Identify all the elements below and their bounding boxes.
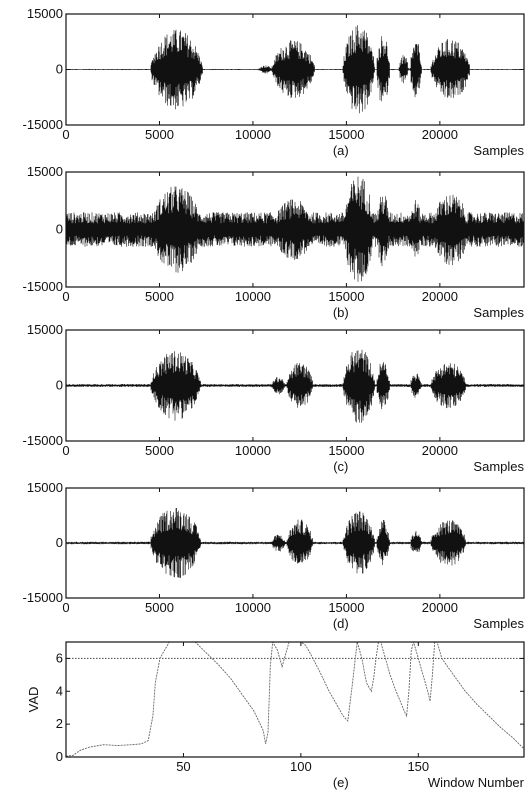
x-axis-label: Samples <box>473 459 524 474</box>
vad-curve <box>66 642 524 757</box>
y-tick-label: 0 <box>56 535 63 550</box>
y-tick-label: 6 <box>56 650 63 665</box>
x-tick-label: 5000 <box>145 127 174 142</box>
y-tick-label: 15000 <box>27 6 63 21</box>
x-tick-label: 20000 <box>422 289 458 304</box>
x-tick-label: 15000 <box>328 443 364 458</box>
x-tick-label: 50 <box>176 759 190 774</box>
x-axis-label: Window Number <box>428 775 525 790</box>
waveform-2 <box>66 176 524 282</box>
x-tick-label: 5000 <box>145 289 174 304</box>
x-tick-label: 15000 <box>328 600 364 615</box>
y-axis-label: VAD <box>26 687 41 713</box>
y-tick-label: -15000 <box>23 117 63 132</box>
x-tick-label: 15000 <box>328 289 364 304</box>
x-tick-label: 15000 <box>328 127 364 142</box>
x-tick-label: 10000 <box>235 127 271 142</box>
waveform-4 <box>66 508 524 579</box>
x-tick-label: 0 <box>62 127 69 142</box>
x-axis-label: Samples <box>473 143 524 158</box>
x-tick-label: 5000 <box>145 443 174 458</box>
x-tick-label: 0 <box>62 289 69 304</box>
y-tick-label: -15000 <box>23 590 63 605</box>
x-axis-label: Samples <box>473 616 524 631</box>
y-tick-label: 2 <box>56 716 63 731</box>
y-tick-label: 0 <box>56 749 63 764</box>
x-tick-label: 20000 <box>422 600 458 615</box>
y-tick-label: 4 <box>56 683 63 698</box>
y-tick-label: 0 <box>56 62 63 77</box>
y-tick-label: -15000 <box>23 433 63 448</box>
panel-label: (d) <box>333 616 349 631</box>
x-tick-label: 150 <box>407 759 429 774</box>
x-tick-label: 5000 <box>145 600 174 615</box>
y-tick-label: 15000 <box>27 164 63 179</box>
axes-frame-5 <box>65 641 525 758</box>
panel-label: (b) <box>333 305 349 320</box>
waveform-3 <box>66 349 524 423</box>
x-tick-label: 20000 <box>422 127 458 142</box>
x-tick-label: 100 <box>290 759 312 774</box>
y-tick-label: -15000 <box>23 279 63 294</box>
waveform-1 <box>66 25 524 114</box>
panel-label: (e) <box>333 775 349 790</box>
x-tick-label: 20000 <box>422 443 458 458</box>
y-tick-label: 0 <box>56 222 63 237</box>
y-tick-label: 15000 <box>27 322 63 337</box>
x-tick-label: 10000 <box>235 289 271 304</box>
y-tick-label: 0 <box>56 378 63 393</box>
y-tick-label: 15000 <box>27 480 63 495</box>
x-axis-label: Samples <box>473 305 524 320</box>
x-tick-label: 0 <box>62 600 69 615</box>
x-tick-label: 10000 <box>235 600 271 615</box>
x-tick-label: 10000 <box>235 443 271 458</box>
panel-label: (a) <box>333 143 349 158</box>
panel-label: (c) <box>333 459 348 474</box>
x-tick-label: 0 <box>62 443 69 458</box>
